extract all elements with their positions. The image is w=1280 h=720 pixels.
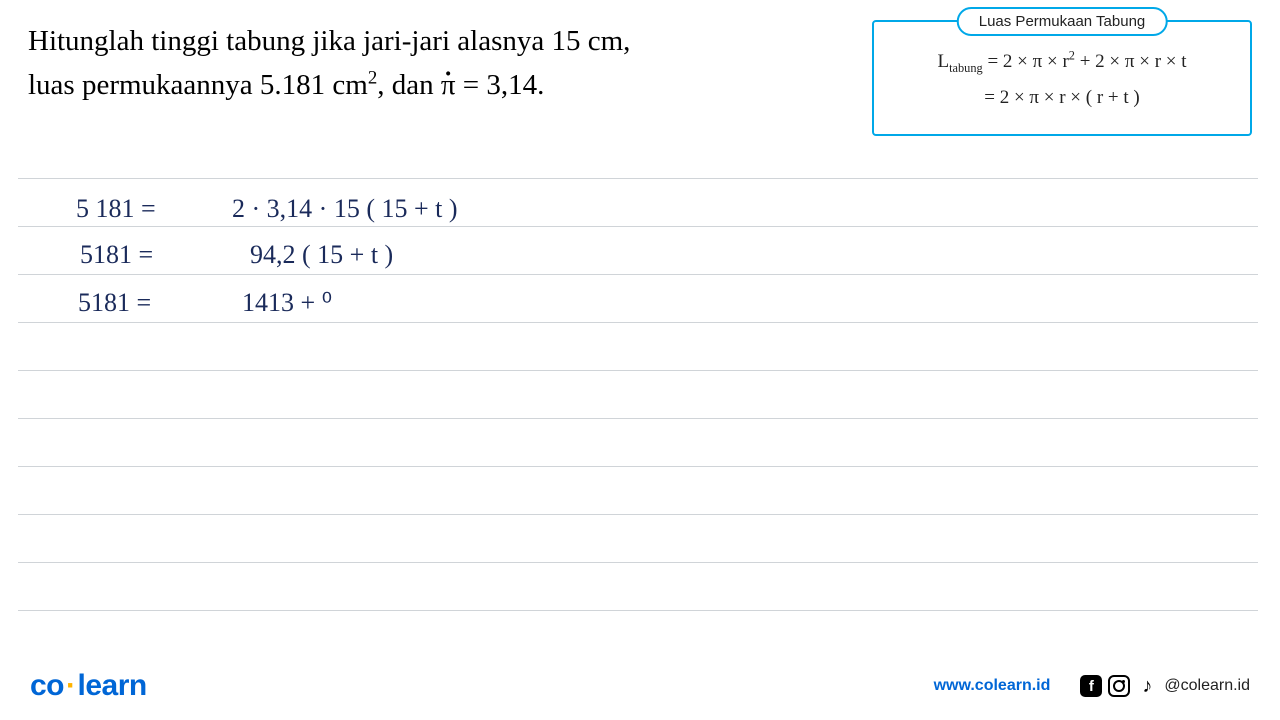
formula-line-1: Ltabung = 2 × π × r2 + 2 × π × r × t xyxy=(892,44,1232,80)
instagram-icon xyxy=(1108,675,1130,697)
pi-symbol: π xyxy=(441,64,456,108)
ruled-line xyxy=(18,418,1258,419)
handwritten-left: 5181 = xyxy=(80,240,153,270)
handwritten-right: 1413 + ⁰ xyxy=(242,288,332,318)
handwritten-left: 5181 = xyxy=(78,288,151,318)
question-text: Hitunglah tinggi tabung jika jari-jari a… xyxy=(28,20,708,107)
question-line2-suffix: = 3,14. xyxy=(456,69,545,101)
ruled-line xyxy=(18,226,1258,227)
brand-logo: co·learn xyxy=(30,669,147,703)
ruled-line xyxy=(18,562,1258,563)
question-line2-mid: , dan xyxy=(377,69,441,101)
ruled-line xyxy=(18,274,1258,275)
handwritten-left: 5 181 = xyxy=(76,194,156,224)
ruled-line xyxy=(18,370,1258,371)
question-line1: Hitunglah tinggi tabung jika jari-jari a… xyxy=(28,25,630,57)
logo-learn: learn xyxy=(78,669,147,702)
ruled-line xyxy=(18,322,1258,323)
tiktok-icon: ♪ xyxy=(1136,675,1158,697)
website-url: www.colearn.id xyxy=(934,677,1051,695)
ruled-line xyxy=(18,178,1258,179)
formula-title: Luas Permukaan Tabung xyxy=(957,7,1168,36)
footer: co·learn www.colearn.id f ♪ @colearn.id xyxy=(0,652,1280,720)
social-handle: @colearn.id xyxy=(1164,677,1250,695)
ruled-line xyxy=(18,514,1258,515)
question-line2-prefix: luas permukaannya 5.181 cm xyxy=(28,69,368,101)
notebook-area: 5 181 = 2 · 3,14 · 15 ( 15 + t ) 5181 = 94,… xyxy=(0,178,1280,648)
question-sup: 2 xyxy=(368,67,377,88)
logo-co: co xyxy=(30,669,64,702)
handwritten-right: 94,2 ( 15 + t ) xyxy=(250,240,393,270)
formula-line-2: = 2 × π × r × ( r + t ) xyxy=(892,80,1232,116)
ruled-line xyxy=(18,610,1258,611)
logo-dot: · xyxy=(66,669,76,702)
footer-right: www.colearn.id f ♪ @colearn.id xyxy=(934,675,1250,697)
formula-box: Luas Permukaan Tabung Ltabung = 2 × π × … xyxy=(872,20,1252,136)
social-group: f ♪ @colearn.id xyxy=(1080,675,1250,697)
facebook-icon: f xyxy=(1080,675,1102,697)
handwritten-right: 2 · 3,14 · 15 ( 15 + t ) xyxy=(232,194,458,224)
ruled-line xyxy=(18,466,1258,467)
